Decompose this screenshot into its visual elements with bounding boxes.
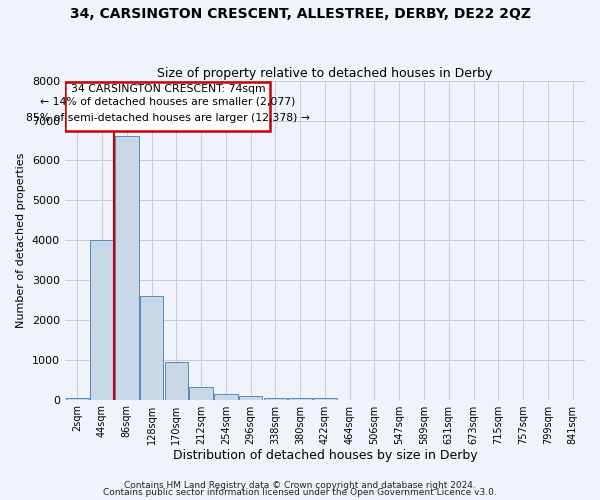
Bar: [115, 136, 139, 400]
Text: 34 CARSINGTON CRESCENT: 74sqm: 34 CARSINGTON CRESCENT: 74sqm: [71, 84, 265, 94]
Text: Contains HM Land Registry data © Crown copyright and database right 2024.: Contains HM Land Registry data © Crown c…: [124, 480, 476, 490]
Bar: [164, 362, 188, 400]
FancyBboxPatch shape: [65, 82, 271, 132]
Text: 85% of semi-detached houses are larger (12,378) →: 85% of semi-detached houses are larger (…: [26, 113, 310, 123]
Bar: [190, 387, 213, 400]
Bar: [263, 398, 287, 400]
Bar: [313, 398, 337, 400]
Y-axis label: Number of detached properties: Number of detached properties: [16, 152, 26, 328]
Bar: [65, 398, 89, 400]
Bar: [214, 394, 238, 400]
Text: Contains public sector information licensed under the Open Government Licence v3: Contains public sector information licen…: [103, 488, 497, 497]
Bar: [239, 396, 262, 400]
Title: Size of property relative to detached houses in Derby: Size of property relative to detached ho…: [157, 66, 493, 80]
Bar: [90, 240, 114, 400]
Text: 34, CARSINGTON CRESCENT, ALLESTREE, DERBY, DE22 2QZ: 34, CARSINGTON CRESCENT, ALLESTREE, DERB…: [70, 8, 530, 22]
Text: ← 14% of detached houses are smaller (2,077): ← 14% of detached houses are smaller (2,…: [40, 96, 296, 106]
X-axis label: Distribution of detached houses by size in Derby: Distribution of detached houses by size …: [173, 450, 477, 462]
Bar: [289, 398, 312, 400]
Bar: [140, 296, 163, 400]
